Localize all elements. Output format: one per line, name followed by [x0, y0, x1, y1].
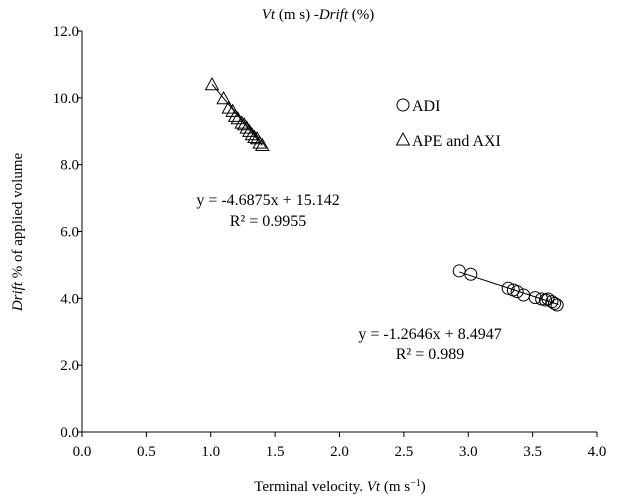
data-point-adi — [541, 292, 555, 306]
data-point-adi — [452, 264, 466, 278]
data-point-adi — [550, 298, 564, 312]
data-point-adi — [548, 296, 562, 310]
y-tick-label: 12.0 — [53, 24, 79, 40]
y-tick-label: 6.0 — [60, 225, 79, 241]
y-axis-title-part: Drift — [10, 281, 26, 312]
trendline — [459, 271, 559, 305]
x-axis-title-part: Vt — [367, 479, 381, 495]
data-point-ape-axi — [234, 115, 250, 129]
x-tick-label: 2.5 — [395, 444, 414, 460]
data-point-ape-axi — [247, 129, 262, 143]
data-point-adi — [510, 285, 524, 299]
data-point-ape-axi — [221, 100, 237, 114]
x-tick-label: 0.0 — [73, 444, 92, 460]
title-part: (m s) - — [275, 7, 319, 23]
y-tick-label: 8.0 — [60, 158, 79, 174]
title-part: (%) — [348, 7, 374, 23]
y-axis-title-part: % of applied volume — [10, 153, 26, 282]
trendline — [211, 83, 263, 146]
r-squared-label: R² = 0.989 — [396, 346, 465, 363]
chart-title: Vt (m s) -Drift (%) — [262, 7, 375, 23]
data-point-ape-axi — [216, 90, 231, 105]
x-axis-title-part: −1 — [410, 478, 421, 489]
trendline-equation: y = -4.6875x + 15.142 — [196, 192, 339, 209]
legend-triangle-marker — [395, 131, 411, 146]
data-point-adi — [501, 281, 515, 295]
title-part: Drift — [318, 7, 349, 23]
data-point-ape-axi — [242, 123, 257, 137]
legend-label: APE and AXI — [412, 133, 501, 150]
x-tick-label: 1.5 — [266, 444, 285, 460]
y-tick-label: 4.0 — [60, 291, 79, 307]
data-point-ape-axi — [254, 137, 270, 151]
x-tick-label: 3.0 — [459, 444, 478, 460]
x-tick-label: 4.0 — [588, 444, 607, 460]
x-tick-label: 2.0 — [330, 444, 349, 460]
y-axis-title: Drift % of applied volume — [10, 153, 26, 313]
y-tick-label: 10.0 — [53, 91, 79, 107]
title-part: Vt — [262, 7, 276, 23]
x-tick-label: 3.5 — [523, 444, 542, 460]
x-axis-title-part: (m s — [380, 479, 410, 495]
x-axis-title-part: Terminal velocity. — [254, 479, 367, 495]
data-point-ape-axi — [227, 108, 243, 122]
legend-label: ADI — [412, 98, 440, 115]
y-tick-label: 0.0 — [60, 425, 79, 441]
data-point-ape-axi — [204, 76, 220, 91]
trendline-equation: y = -1.2646x + 8.4947 — [358, 326, 501, 343]
data-point-adi — [464, 267, 478, 281]
data-point-ape-axi — [239, 120, 255, 134]
x-axis-title-part: ) — [421, 479, 426, 495]
data-point-ape-axi — [244, 127, 260, 141]
x-tick-label: 1.0 — [201, 444, 220, 460]
data-point-ape-axi — [236, 117, 252, 131]
data-point-ape-axi — [252, 135, 268, 149]
legend-circle-marker — [396, 98, 410, 112]
legend: ADI APE and AXI — [395, 98, 501, 150]
x-tick-label: 0.5 — [137, 444, 156, 460]
r-squared-label: R² = 0.9955 — [230, 213, 307, 230]
x-axis-title: Terminal velocity. Vt (m s−1) — [254, 478, 426, 496]
y-tick-label: 2.0 — [60, 358, 79, 374]
data-point-adi — [528, 291, 542, 305]
